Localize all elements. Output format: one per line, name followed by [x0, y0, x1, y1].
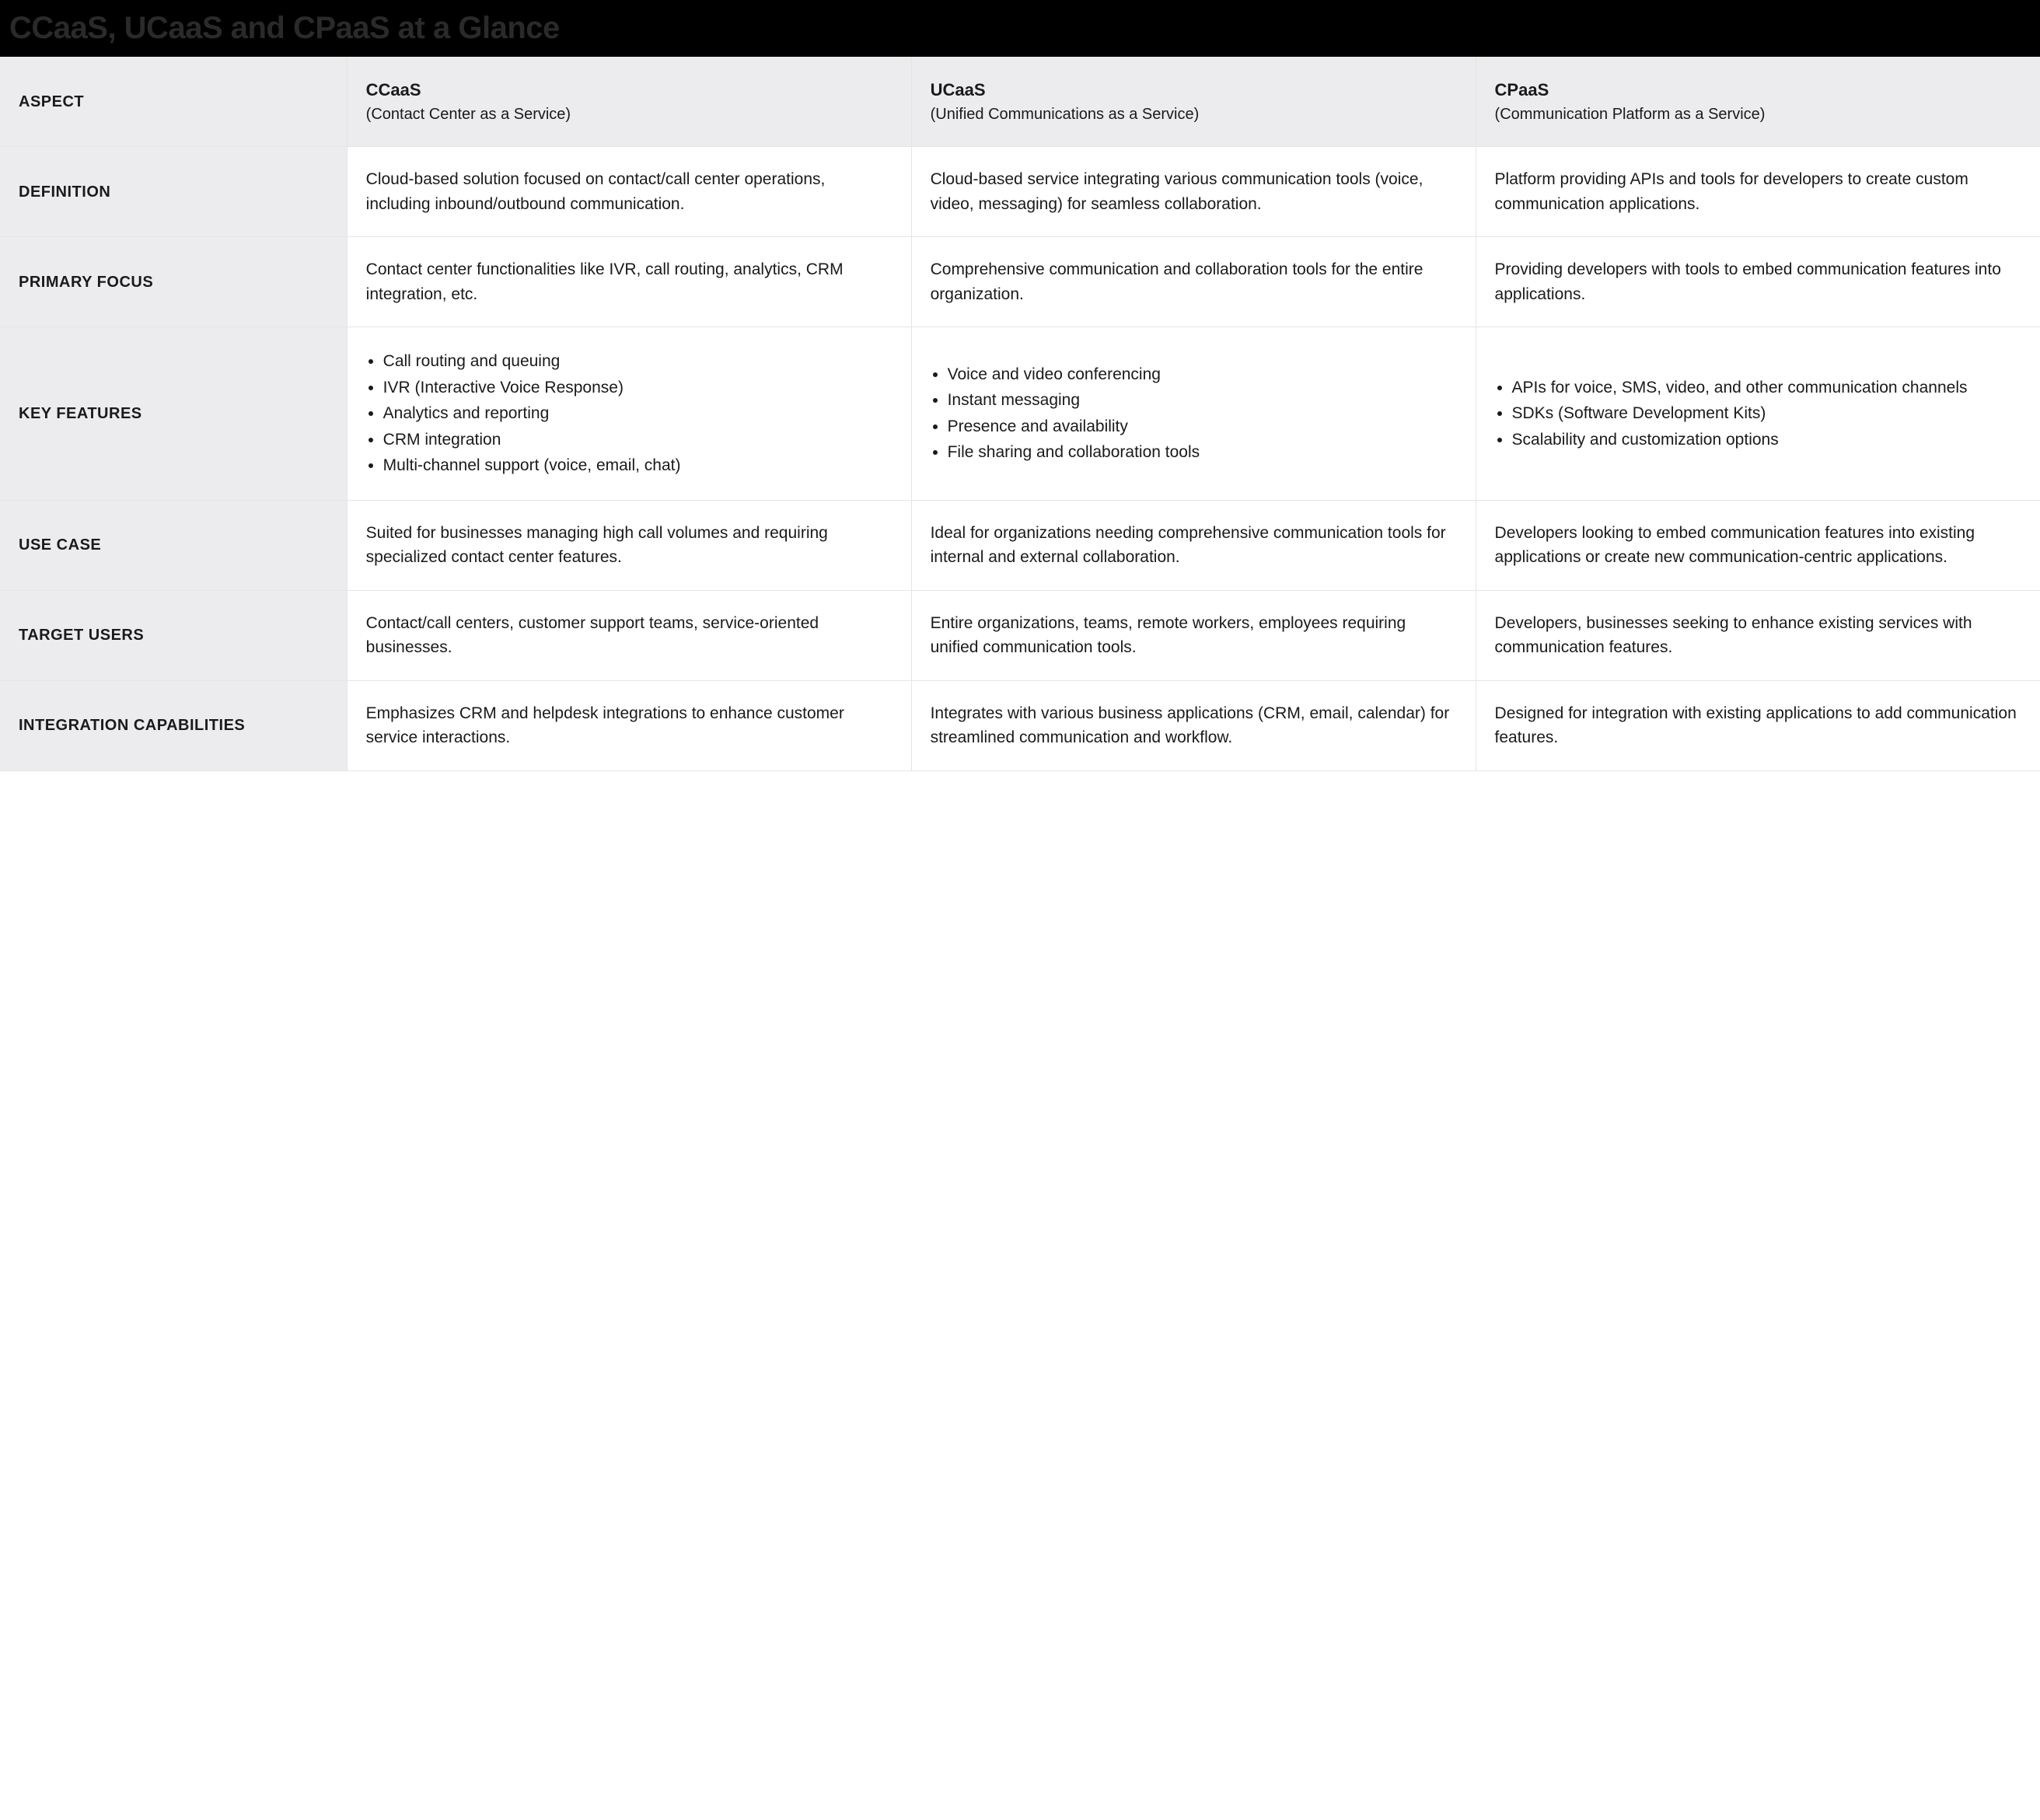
column-header-ccaas-title: CCaaS: [366, 77, 892, 103]
table-cell: Emphasizes CRM and helpdesk integrations…: [347, 680, 911, 770]
column-header-ccaas-subtitle: (Contact Center as a Service): [366, 103, 892, 126]
row-aspect-label: INTEGRATION CAPABILITIES: [0, 680, 347, 770]
table-cell: Cloud-based solution focused on contact/…: [347, 147, 911, 237]
column-header-ucaas-title: UCaaS: [931, 77, 1457, 103]
table-header-row: ASPECT CCaaS (Contact Center as a Servic…: [0, 57, 2040, 147]
row-aspect-label: DEFINITION: [0, 147, 347, 237]
feature-list-item: Presence and availability: [948, 414, 1457, 439]
column-header-cpaas: CPaaS (Communication Platform as a Servi…: [1476, 57, 2040, 147]
feature-list-item: SDKs (Software Development Kits): [1512, 401, 2021, 426]
column-header-ccaas: CCaaS (Contact Center as a Service): [347, 57, 911, 147]
feature-list: Call routing and queuingIVR (Interactive…: [366, 349, 892, 478]
table-cell: Developers looking to embed communicatio…: [1476, 500, 2040, 590]
table-cell: Cloud-based service integrating various …: [911, 147, 1476, 237]
table-cell: Call routing and queuingIVR (Interactive…: [347, 327, 911, 501]
table-row: KEY FEATURESCall routing and queuingIVR …: [0, 327, 2040, 501]
column-header-cpaas-subtitle: (Communication Platform as a Service): [1495, 103, 2021, 126]
row-aspect-label: USE CASE: [0, 500, 347, 590]
table-cell: Integrates with various business applica…: [911, 680, 1476, 770]
table-row: PRIMARY FOCUSContact center functionalit…: [0, 237, 2040, 327]
table-cell: Designed for integration with existing a…: [1476, 680, 2040, 770]
feature-list-item: Instant messaging: [948, 388, 1457, 413]
table-cell: Contact center functionalities like IVR,…: [347, 237, 911, 327]
page-title: CCaaS, UCaaS and CPaaS at a Glance: [9, 11, 560, 45]
feature-list: APIs for voice, SMS, video, and other co…: [1495, 376, 2021, 452]
feature-list-item: Call routing and queuing: [383, 349, 892, 374]
feature-list-item: Multi-channel support (voice, email, cha…: [383, 453, 892, 478]
row-aspect-label: KEY FEATURES: [0, 327, 347, 501]
table-row: USE CASESuited for businesses managing h…: [0, 500, 2040, 590]
table-cell: Comprehensive communication and collabor…: [911, 237, 1476, 327]
table-cell: Platform providing APIs and tools for de…: [1476, 147, 2040, 237]
feature-list-item: CRM integration: [383, 428, 892, 452]
feature-list-item: IVR (Interactive Voice Response): [383, 376, 892, 400]
feature-list-item: Analytics and reporting: [383, 401, 892, 426]
table-cell: Voice and video conferencingInstant mess…: [911, 327, 1476, 501]
table-cell: Providing developers with tools to embed…: [1476, 237, 2040, 327]
table-row: TARGET USERSContact/call centers, custom…: [0, 590, 2040, 680]
table-cell: Ideal for organizations needing comprehe…: [911, 500, 1476, 590]
table-cell: Entire organizations, teams, remote work…: [911, 590, 1476, 680]
page-title-bar: CCaaS, UCaaS and CPaaS at a Glance: [0, 0, 2040, 57]
table-cell: Developers, businesses seeking to enhanc…: [1476, 590, 2040, 680]
table-cell: Suited for businesses managing high call…: [347, 500, 911, 590]
row-aspect-label: PRIMARY FOCUS: [0, 237, 347, 327]
table-cell: Contact/call centers, customer support t…: [347, 590, 911, 680]
column-header-aspect: ASPECT: [0, 57, 347, 147]
comparison-table: ASPECT CCaaS (Contact Center as a Servic…: [0, 57, 2040, 771]
feature-list: Voice and video conferencingInstant mess…: [931, 362, 1457, 465]
feature-list-item: File sharing and collaboration tools: [948, 440, 1457, 465]
table-body: DEFINITIONCloud-based solution focused o…: [0, 147, 2040, 771]
table-cell: APIs for voice, SMS, video, and other co…: [1476, 327, 2040, 501]
row-aspect-label: TARGET USERS: [0, 590, 347, 680]
table-row: INTEGRATION CAPABILITIESEmphasizes CRM a…: [0, 680, 2040, 770]
column-header-cpaas-title: CPaaS: [1495, 77, 2021, 103]
feature-list-item: Voice and video conferencing: [948, 362, 1457, 387]
column-header-ucaas-subtitle: (Unified Communications as a Service): [931, 103, 1457, 126]
feature-list-item: Scalability and customization options: [1512, 428, 2021, 452]
table-row: DEFINITIONCloud-based solution focused o…: [0, 147, 2040, 237]
column-header-ucaas: UCaaS (Unified Communications as a Servi…: [911, 57, 1476, 147]
column-header-aspect-label: ASPECT: [19, 93, 84, 110]
feature-list-item: APIs for voice, SMS, video, and other co…: [1512, 376, 2021, 400]
